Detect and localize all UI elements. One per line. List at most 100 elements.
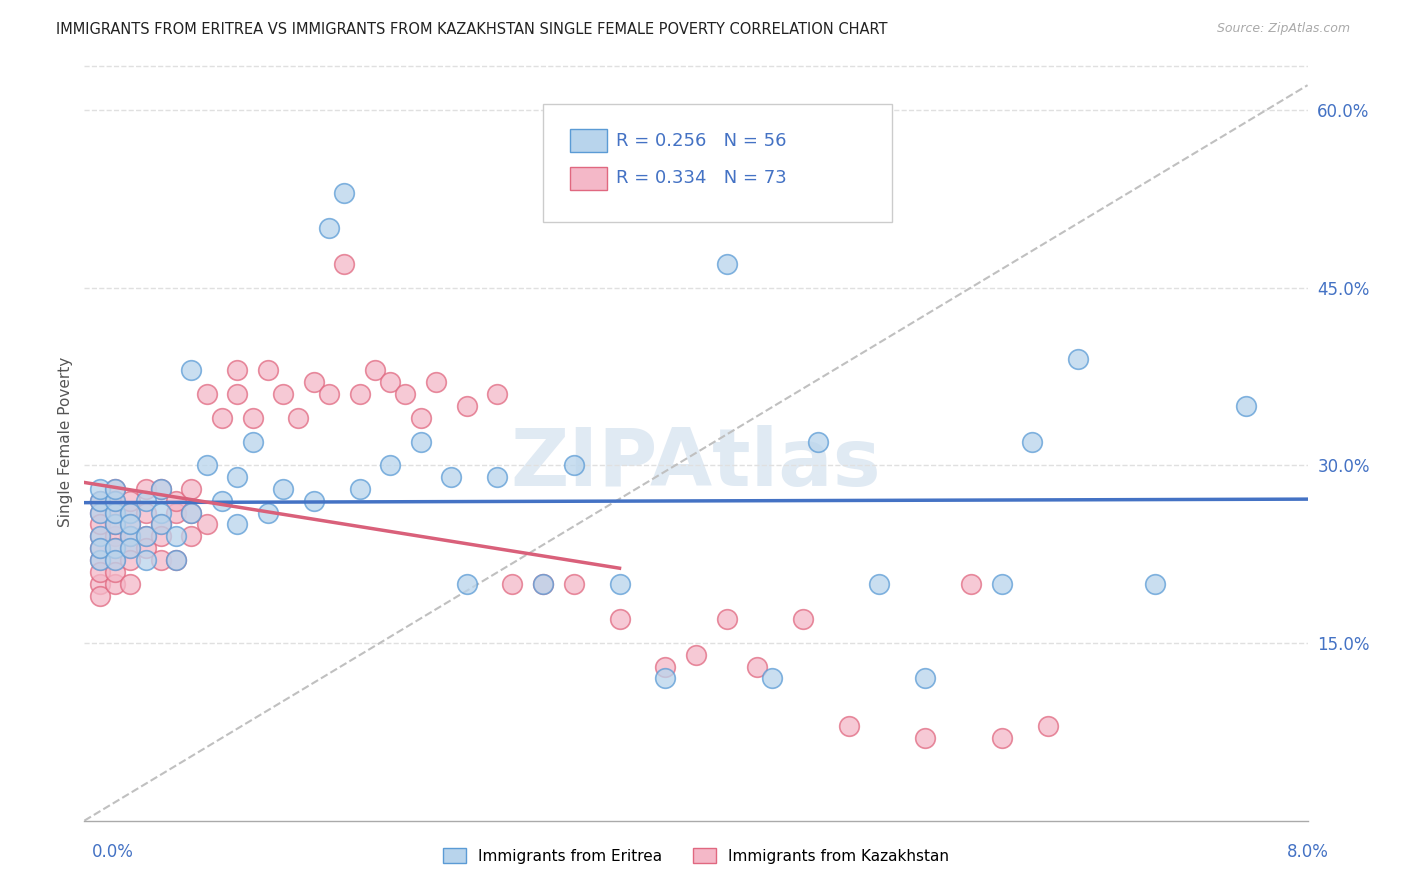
Point <box>562 458 585 473</box>
Point <box>960 576 983 591</box>
Point <box>180 482 202 496</box>
Point <box>135 482 157 496</box>
Point <box>318 387 340 401</box>
Point <box>149 482 172 496</box>
Point <box>89 553 111 567</box>
Point <box>120 541 142 556</box>
Point <box>89 565 111 579</box>
Point <box>104 565 127 579</box>
Point <box>838 719 860 733</box>
Point <box>747 659 769 673</box>
Point <box>242 410 264 425</box>
Point <box>104 553 127 567</box>
Point <box>89 482 111 496</box>
Point <box>89 493 111 508</box>
Point <box>180 363 202 377</box>
Point <box>1036 719 1059 733</box>
Point <box>104 517 127 532</box>
Point <box>104 576 127 591</box>
Point <box>333 257 356 271</box>
Point <box>609 612 631 626</box>
Point <box>135 493 157 508</box>
Point <box>195 517 218 532</box>
Point <box>89 529 111 543</box>
Point <box>226 470 249 484</box>
Point <box>104 541 127 556</box>
Point <box>89 541 111 556</box>
Point <box>104 506 127 520</box>
Point <box>226 517 249 532</box>
Point <box>135 506 157 520</box>
Point <box>135 529 157 543</box>
Point <box>104 553 127 567</box>
Point <box>364 363 387 377</box>
Point <box>1236 399 1258 413</box>
Point <box>226 387 249 401</box>
Point <box>654 659 676 673</box>
Point <box>180 506 202 520</box>
Point <box>257 363 280 377</box>
Point <box>149 529 172 543</box>
Point <box>685 648 707 662</box>
Point <box>135 553 157 567</box>
Point <box>409 410 432 425</box>
Point <box>120 553 142 567</box>
Point <box>104 482 127 496</box>
Point <box>991 576 1014 591</box>
Text: 8.0%: 8.0% <box>1286 843 1329 861</box>
Point <box>120 493 142 508</box>
Point <box>104 506 127 520</box>
Point <box>440 470 463 484</box>
Point <box>302 376 325 390</box>
Text: Source: ZipAtlas.com: Source: ZipAtlas.com <box>1216 22 1350 36</box>
Point <box>716 257 738 271</box>
Point <box>104 482 127 496</box>
Point <box>409 434 432 449</box>
Point <box>195 387 218 401</box>
Text: ZIPAtlas: ZIPAtlas <box>510 425 882 503</box>
Point <box>89 517 111 532</box>
Point <box>120 529 142 543</box>
Point <box>531 576 554 591</box>
Point <box>135 529 157 543</box>
Text: R = 0.334   N = 73: R = 0.334 N = 73 <box>616 169 787 187</box>
Point <box>502 576 524 591</box>
Point <box>165 493 187 508</box>
Point <box>807 434 830 449</box>
Point <box>226 363 249 377</box>
Point <box>104 541 127 556</box>
Point <box>242 434 264 449</box>
Point <box>914 731 936 745</box>
Point <box>349 482 371 496</box>
Point <box>380 458 402 473</box>
Point <box>869 576 891 591</box>
Point <box>120 529 142 543</box>
Point <box>1067 351 1090 366</box>
Point <box>257 506 280 520</box>
Point <box>1021 434 1043 449</box>
Point <box>271 387 294 401</box>
Point <box>609 576 631 591</box>
Point <box>89 576 111 591</box>
Point <box>89 529 111 543</box>
Legend: Immigrants from Eritrea, Immigrants from Kazakhstan: Immigrants from Eritrea, Immigrants from… <box>437 842 955 870</box>
Point <box>89 493 111 508</box>
Point <box>394 387 416 401</box>
Point <box>914 672 936 686</box>
Point <box>562 576 585 591</box>
Bar <box>569 167 606 190</box>
Point <box>89 589 111 603</box>
Point <box>456 399 478 413</box>
Point <box>302 493 325 508</box>
Text: 0.0%: 0.0% <box>91 843 134 861</box>
Point <box>165 553 187 567</box>
Point <box>486 387 509 401</box>
Point <box>792 612 814 626</box>
Point <box>89 553 111 567</box>
Text: IMMIGRANTS FROM ERITREA VS IMMIGRANTS FROM KAZAKHSTAN SINGLE FEMALE POVERTY CORR: IMMIGRANTS FROM ERITREA VS IMMIGRANTS FR… <box>56 22 887 37</box>
Point <box>165 506 187 520</box>
Point <box>120 506 142 520</box>
Point <box>486 470 509 484</box>
Point <box>89 506 111 520</box>
Point <box>991 731 1014 745</box>
